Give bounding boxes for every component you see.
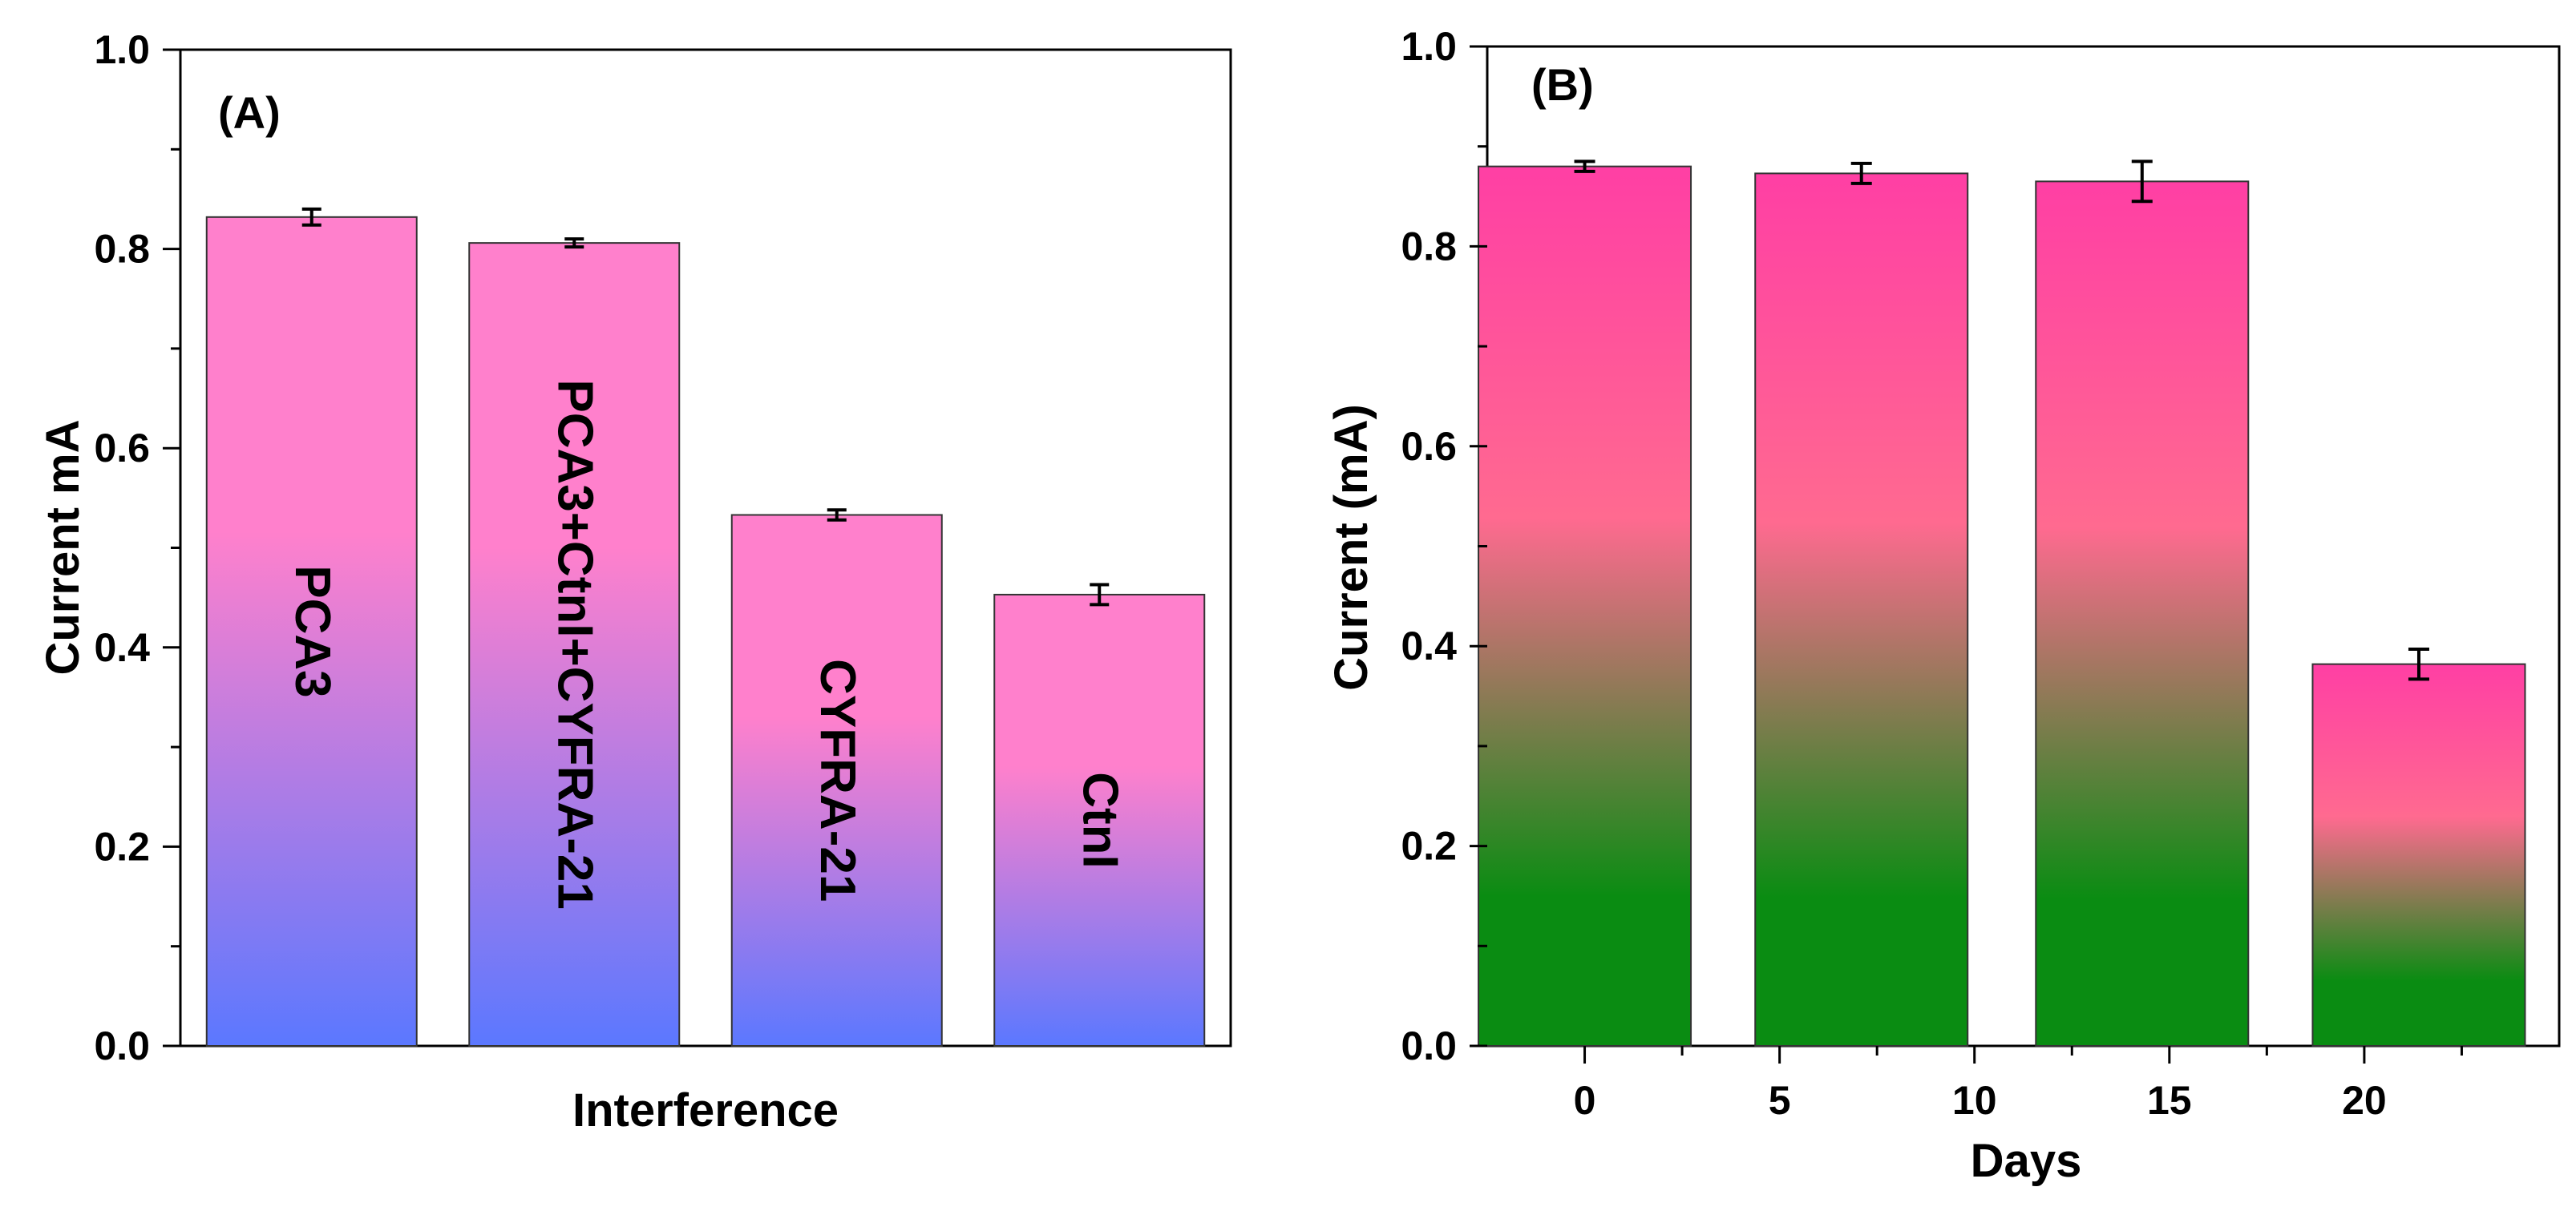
b-ytick-label: 0.2 [1401,824,1457,869]
panel-a: PCA3 PCA3+CtnI+CYFRA-21 CYFRA-21 CtnI 0.0 0.… [37,27,1232,1136]
panel-b-label: (B) [1531,59,1594,110]
a-ytick-label: 0.0 [94,1023,150,1068]
panel-a-ylabel: Current mA [37,419,89,675]
b-ytick-label: 1.0 [1401,24,1457,69]
a-ytick-label: 0.6 [94,426,150,470]
b-ytick-label: 0.0 [1401,1023,1457,1068]
b-xtick-label: 20 [2342,1078,2387,1123]
a-ytick-label: 1.0 [94,27,150,72]
b-xtick-label: 0 [1574,1078,1596,1123]
b-ytick-label: 0.4 [1401,624,1457,668]
bar-b-2 [2035,180,2250,1048]
bar-a-3 [993,593,1206,1047]
bar-a-2-label: CYFRA-21 [810,659,865,902]
bar-a-3-label: CtnI [1072,772,1127,869]
bar-b-3 [2311,663,2526,1047]
bar-b-1 [1754,172,1969,1047]
panel-a-xlabel: Interference [572,1084,839,1136]
bar-b-0 [1478,165,1692,1047]
b-xtick-label: 10 [1952,1078,1997,1123]
b-ytick-label: 0.6 [1401,424,1457,469]
panel-b-ylabel: Current (mA) [1325,404,1377,691]
panel-a-label: (A) [218,87,281,138]
b-ytick-label: 0.8 [1401,224,1457,268]
b-xtick-label: 5 [1769,1078,1791,1123]
a-ytick-label: 0.2 [94,824,150,869]
bar-a-1-label: PCA3+CtnI+CYFRA-21 [547,379,602,909]
b-xtick-label: 15 [2147,1078,2192,1123]
a-ytick-label: 0.4 [94,625,150,670]
bar-a-2 [730,514,943,1047]
bar-a-0-label: PCA3 [285,565,340,697]
a-ytick-label: 0.8 [94,227,150,272]
panel-b-xlabel: Days [1971,1135,2082,1187]
panel-b: 0.0 0.2 0.4 0.6 0.8 1.0 0 5 10 15 20 (B) Days Curr… [1325,24,2561,1187]
